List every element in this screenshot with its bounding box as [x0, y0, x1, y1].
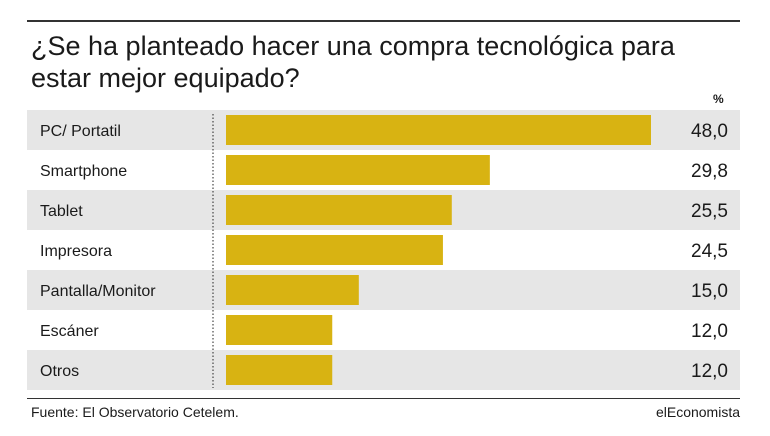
value-label: 15,0 — [691, 281, 728, 302]
bar — [226, 315, 333, 345]
category-label: Escáner — [40, 323, 99, 340]
bar — [226, 235, 443, 265]
category-label: Smartphone — [40, 163, 127, 180]
bar — [226, 155, 490, 185]
bar-chart: PC/ Portatil 48,0 Smartphone 29,8 Tablet 25,5… — [27, 110, 740, 390]
value-label: 12,0 — [691, 361, 728, 382]
category-label: Otros — [40, 363, 79, 380]
bar — [226, 355, 333, 385]
value-label: 12,0 — [691, 321, 728, 342]
value-label: 29,8 — [691, 161, 728, 182]
bar — [226, 115, 651, 145]
chart-title: ¿Se ha planteado hacer una compra tecnol… — [31, 31, 675, 93]
top-rule — [27, 20, 740, 22]
value-label: 48,0 — [691, 121, 728, 142]
value-label: 24,5 — [691, 241, 728, 262]
bar — [226, 275, 359, 305]
source-note: Fuente: El Observatorio Cetelem. — [31, 404, 239, 420]
row-shade — [27, 270, 740, 310]
category-label: PC/ Portatil — [40, 123, 121, 140]
row-shade — [27, 350, 740, 390]
category-label: Pantalla/Monitor — [40, 283, 156, 300]
bottom-rule — [27, 398, 740, 399]
category-label: Tablet — [40, 203, 83, 220]
bar — [226, 195, 452, 225]
unit-label: % — [713, 92, 724, 106]
category-label: Impresora — [40, 243, 112, 260]
value-label: 25,5 — [691, 201, 728, 222]
brand-logo-text: elEconomista — [655, 404, 740, 420]
